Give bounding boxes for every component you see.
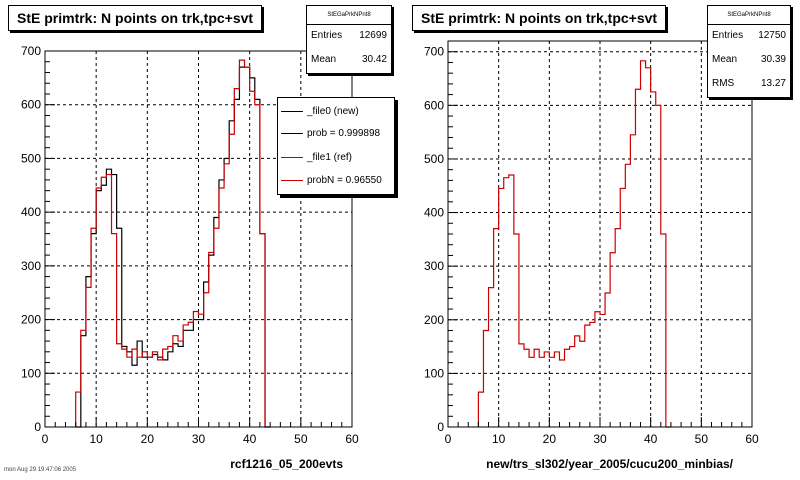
left-stats-entries-label: Entries xyxy=(311,30,343,41)
right-title-box: StE primtrk: N points on trk,tpc+svt xyxy=(412,5,667,31)
footer-timestamp: mon Aug 29 19:47:06 2005 xyxy=(4,467,77,473)
left-ytick-label: 400 xyxy=(21,205,41,219)
left-ytick-label: 0 xyxy=(34,420,41,434)
left-plot: 0 10 20 30 40 50 600100200300400500600700rcf12… xyxy=(21,44,359,471)
right-plot: 0 10 20 30 40 50 600100200300400500600700new/t… xyxy=(424,40,759,471)
right-stats-entries-label: Entries xyxy=(712,30,744,41)
right-ytick-label: 300 xyxy=(424,259,444,273)
right-stats-rms-label: RMS xyxy=(712,78,735,89)
left-stats-row-entries: Entries 12699 xyxy=(307,25,391,49)
legend-entry-prob: prob = 0.999898 xyxy=(278,123,394,143)
left-ytick-label: 600 xyxy=(21,98,41,112)
right-ytick-label: 500 xyxy=(424,152,444,166)
legend-line-file1 xyxy=(281,156,303,158)
right-ytick-label: 700 xyxy=(424,45,444,59)
right-ytick-label: 400 xyxy=(424,206,444,220)
right-title: StE primtrk: N points on trk,tpc+svt xyxy=(421,10,658,26)
right-xlabel: new/trs_sl302/year_2005/cucu200_minbias/ xyxy=(486,457,733,471)
left-xtick-label: 10 xyxy=(89,432,103,446)
left-legend: _file0 (new) prob = 0.999898 _file1 (ref… xyxy=(277,97,395,195)
left-stats-box: StEGaPrkNPnt8 Entries 12699 Mean 30.42 xyxy=(306,5,392,74)
left-xlabel: rcf1216_05_200evts xyxy=(230,457,343,471)
left-ytick-label: 100 xyxy=(21,366,41,380)
right-stats-mean-label: Mean xyxy=(712,54,738,65)
legend-entry-probn: probN = 0.96550 xyxy=(278,170,394,190)
legend-entry-file1: _file1 (ref) xyxy=(278,147,394,167)
right-xtick-label: 20 xyxy=(543,432,557,446)
right-stats-row-mean: Mean 30.39 xyxy=(708,49,790,73)
left-stats-mean-value: 30.42 xyxy=(361,54,387,65)
legend-entry-file0: _file0 (new) xyxy=(278,101,394,121)
left-ytick-label: 300 xyxy=(21,259,41,273)
right-stats-entries-value: 12750 xyxy=(758,30,786,41)
right-ytick-label: 100 xyxy=(424,366,444,380)
left-stats-entries-value: 12699 xyxy=(359,30,387,41)
left-ytick-label: 500 xyxy=(21,151,41,165)
left-ytick-label: 700 xyxy=(21,44,41,58)
right-stats-rms-value: 13.27 xyxy=(760,78,786,89)
legend-label-probn: probN = 0.96550 xyxy=(307,174,382,186)
left-stats-row-mean: Mean 30.42 xyxy=(307,49,391,73)
legend-line-file0 xyxy=(281,110,303,112)
left-xtick-label: 40 xyxy=(243,432,257,446)
right-xtick-label: 0 xyxy=(445,432,452,446)
left-title-box: StE primtrk: N points on trk,tpc+svt xyxy=(8,5,263,31)
left-xtick-label: 0 xyxy=(42,432,49,446)
left-xtick-label: 50 xyxy=(294,432,308,446)
left-ytick-label: 200 xyxy=(21,313,41,327)
legend-label-file0: _file0 (new) xyxy=(307,105,359,117)
right-ytick-label: 0 xyxy=(437,420,444,434)
right-series-ref xyxy=(477,60,671,428)
right-stats-box: StEGaPrkNPnt8 Entries 12750 Mean 30.39 R… xyxy=(707,5,791,98)
left-xtick-label: 30 xyxy=(192,432,206,446)
left-series-ref xyxy=(75,59,271,428)
right-xtick-label: 60 xyxy=(745,432,759,446)
left-title: StE primtrk: N points on trk,tpc+svt xyxy=(17,10,254,26)
right-stats-row-rms: RMS 13.27 xyxy=(708,73,790,97)
right-ytick-label: 600 xyxy=(424,98,444,112)
left-stats-name: StEGaPrkNPnt8 xyxy=(307,6,391,25)
right-stats-name: StEGaPrkNPnt8 xyxy=(708,6,790,25)
left-series-new xyxy=(75,66,271,428)
left-xtick-label: 60 xyxy=(345,432,359,446)
right-xtick-label: 50 xyxy=(695,432,709,446)
right-ytick-label: 200 xyxy=(424,313,444,327)
left-xtick-label: 20 xyxy=(141,432,155,446)
legend-label-prob: prob = 0.999898 xyxy=(307,127,381,139)
legend-label-file1: _file1 (ref) xyxy=(307,151,353,163)
right-xtick-label: 40 xyxy=(644,432,658,446)
right-xtick-label: 10 xyxy=(492,432,506,446)
right-xtick-label: 30 xyxy=(593,432,607,446)
right-stats-row-entries: Entries 12750 xyxy=(708,25,790,49)
left-stats-mean-label: Mean xyxy=(311,54,337,65)
legend-line-probn xyxy=(281,179,303,181)
right-stats-mean-value: 30.39 xyxy=(760,54,786,65)
legend-line-prob xyxy=(281,132,303,134)
